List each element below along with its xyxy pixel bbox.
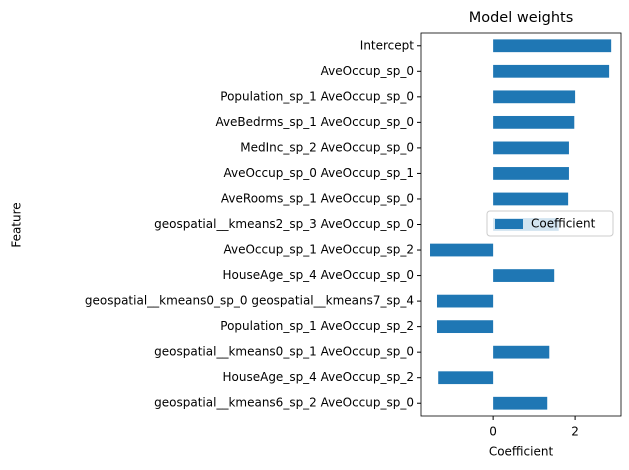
bar	[493, 64, 610, 78]
bar	[493, 167, 569, 180]
bar	[436, 320, 494, 334]
y-tick-label: AveRooms_sp_1 AveOccup_sp_0	[221, 191, 414, 205]
y-tick-label: geospatial__kmeans0_sp_1 AveOccup_sp_0	[154, 345, 414, 359]
y-tick-label: AveBedrms_sp_1 AveOccup_sp_0	[215, 115, 414, 129]
bar	[438, 371, 494, 385]
y-tick-label: geospatial__kmeans0_sp_0 geospatial__kme…	[85, 294, 414, 308]
legend-swatch	[495, 219, 523, 229]
y-tick-label: HouseAge_sp_4 AveOccup_sp_0	[223, 268, 415, 282]
y-tick-label: AveOccup_sp_1 AveOccup_sp_2	[223, 243, 414, 257]
bar	[493, 396, 548, 410]
x-tick-label: 2	[571, 425, 579, 439]
y-tick-label: geospatial__kmeans2_sp_3 AveOccup_sp_0	[154, 217, 414, 231]
y-tick-label: MedInc_sp_2 AveOccup_sp_0	[240, 140, 414, 154]
bar	[493, 345, 550, 359]
y-tick-label: AveOccup_sp_0	[321, 64, 414, 78]
legend-label: Coefficient	[531, 217, 596, 231]
x-tick-label: 0	[489, 425, 497, 439]
y-tick-label: geospatial__kmeans6_sp_2 AveOccup_sp_0	[154, 396, 414, 410]
y-axis-label: Feature	[10, 202, 24, 247]
bar	[430, 243, 494, 257]
y-tick-label: Population_sp_1 AveOccup_sp_0	[220, 89, 414, 103]
bar	[493, 115, 575, 129]
y-tick-label: AveOccup_sp_0 AveOccup_sp_1	[223, 166, 414, 180]
bar	[493, 90, 576, 104]
x-axis-label: Coefficient	[489, 445, 554, 459]
bar	[493, 192, 569, 206]
y-tick-label: Intercept	[360, 38, 415, 52]
y-tick-label: HouseAge_sp_4 AveOccup_sp_2	[223, 370, 415, 384]
bar	[493, 269, 555, 282]
bar	[436, 294, 494, 308]
y-tick-label: Population_sp_1 AveOccup_sp_2	[220, 319, 414, 333]
bar	[493, 141, 569, 155]
legend-box	[486, 210, 614, 237]
chart-title: Model weights	[469, 10, 574, 26]
plot-frame	[420, 32, 622, 417]
bar	[493, 39, 612, 53]
